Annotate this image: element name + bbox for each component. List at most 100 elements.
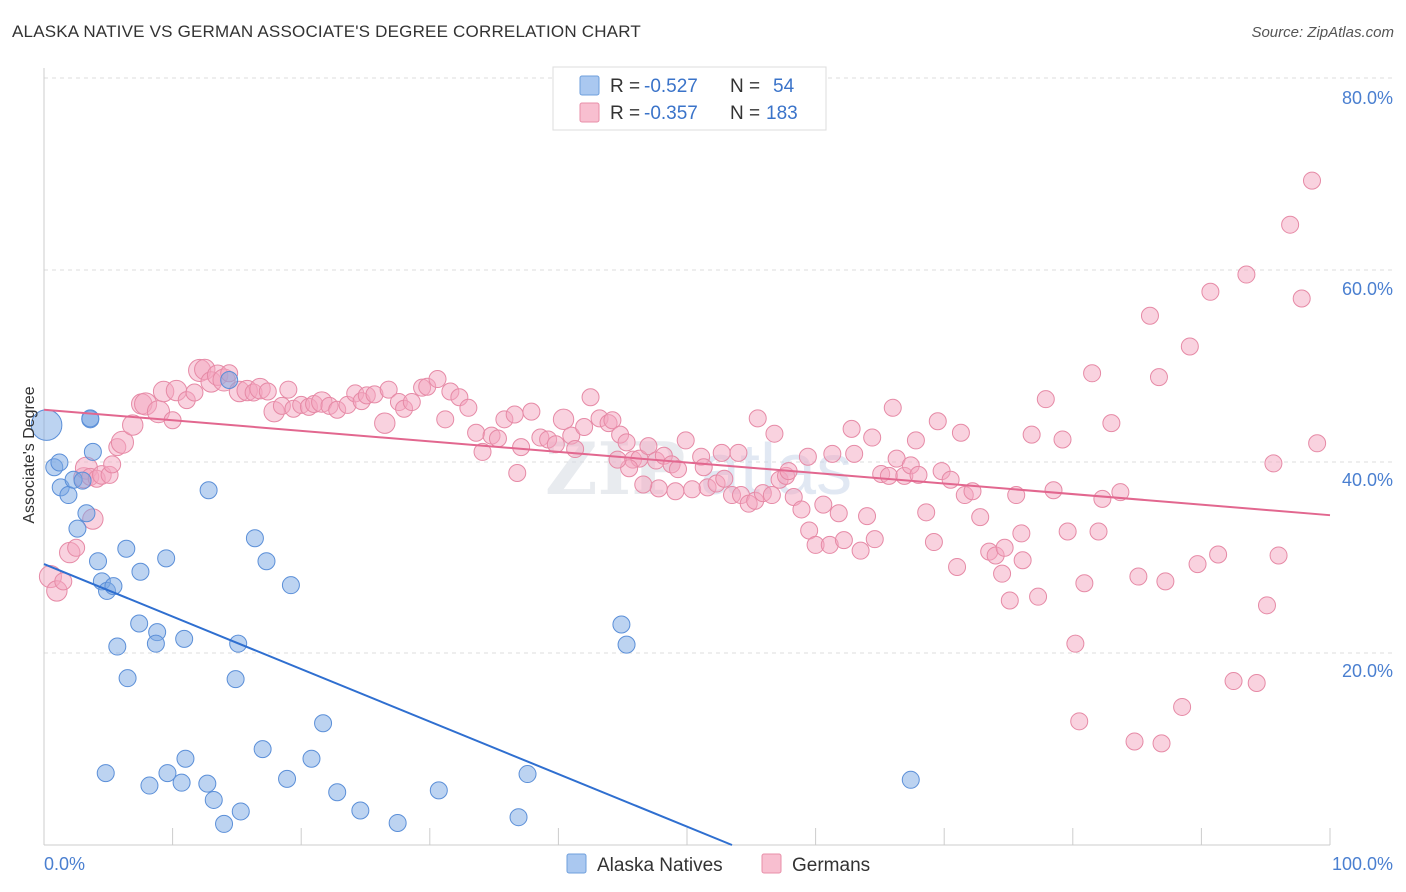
y-tick-label: 60.0%	[1342, 279, 1393, 299]
alaska-natives-point	[50, 453, 69, 472]
germans-point	[103, 455, 122, 474]
alaska-natives-point	[388, 813, 407, 832]
germans-point	[842, 419, 861, 438]
germans-point	[374, 412, 396, 434]
alaska-natives-point	[901, 770, 920, 789]
germans-point	[924, 533, 943, 552]
alaska-natives-point	[617, 635, 636, 654]
germans-point	[459, 398, 478, 417]
alaska-natives-point	[302, 749, 321, 768]
alaska-natives-point	[253, 740, 272, 759]
germans-point	[676, 431, 695, 450]
germans-point	[1188, 555, 1207, 574]
germans-point	[1149, 368, 1168, 387]
germans-point	[122, 414, 144, 436]
germans-point	[823, 444, 842, 463]
alaska-natives-point	[130, 614, 149, 633]
germans-point	[1000, 591, 1019, 610]
alaska-natives-point	[245, 529, 264, 548]
germans-point	[1257, 596, 1276, 615]
legend-n-value: 183	[766, 103, 798, 124]
germans-point	[1012, 524, 1031, 543]
germans-point	[1264, 454, 1283, 473]
germans-point	[473, 442, 492, 461]
alaska-natives-point	[89, 552, 108, 571]
germans-point	[995, 538, 1014, 557]
germans-point	[467, 423, 486, 442]
germans-point	[971, 508, 990, 527]
germans-point	[948, 557, 967, 576]
alaska-natives-point	[140, 776, 159, 795]
germans-point	[1129, 567, 1148, 586]
alaska-natives-point	[198, 774, 217, 793]
alaska-natives-trend-line	[43, 563, 733, 846]
germans-point	[863, 428, 882, 447]
germans-point	[729, 443, 748, 462]
germans-point	[1089, 522, 1108, 541]
alaska-natives-point	[176, 749, 195, 768]
germans-point	[834, 531, 853, 550]
germans-point	[1269, 546, 1288, 565]
alaska-natives-point	[157, 549, 176, 568]
x-tick-label: 100.0%	[1332, 854, 1393, 874]
germans-point	[928, 412, 947, 431]
y-tick-label: 80.0%	[1342, 88, 1393, 108]
alaska-natives-point	[429, 781, 448, 800]
alaska-natives-point	[131, 562, 150, 581]
germans-point	[792, 500, 811, 519]
germans-point	[1053, 430, 1072, 449]
germans-point	[748, 409, 767, 428]
germans-point	[1075, 574, 1094, 593]
germans-point	[829, 504, 848, 523]
alaska-natives-point	[215, 814, 234, 833]
germans-point	[1156, 572, 1175, 591]
germans-point	[258, 382, 277, 401]
germans-point	[522, 402, 541, 421]
germans-trend-line	[43, 408, 1331, 517]
germans-point	[941, 470, 960, 489]
legend-r-value: -0.357	[644, 103, 698, 124]
alaska-natives-point	[509, 808, 528, 827]
germans-point	[858, 507, 877, 526]
germans-point	[1029, 587, 1048, 606]
alaska-natives-point	[108, 637, 127, 656]
germans-point	[666, 482, 685, 501]
germans-point	[603, 411, 622, 430]
germans-point	[814, 495, 833, 514]
bottom-legend-label-germans: Germans	[792, 855, 870, 876]
germans-point	[851, 541, 870, 560]
germans-point	[634, 475, 653, 494]
germans-point	[1044, 481, 1063, 500]
legend-n-value: 54	[773, 76, 795, 97]
germans-point	[581, 388, 600, 407]
germans-point	[798, 447, 817, 466]
chart-title: ALASKA NATIVE VS GERMAN ASSOCIATE'S DEGR…	[12, 22, 641, 41]
germans-point	[909, 465, 928, 484]
germans-point	[715, 469, 734, 488]
alaska-natives-point	[518, 765, 537, 784]
alaska-natives-point	[175, 629, 194, 648]
germans-point	[883, 398, 902, 417]
germans-point	[639, 437, 658, 456]
germans-point	[402, 393, 421, 412]
germans-point	[1247, 673, 1266, 692]
alaska-natives-point	[281, 576, 300, 595]
germans-point	[617, 433, 636, 452]
legend-n-label: N =	[730, 103, 760, 124]
alaska-natives-point	[231, 802, 250, 821]
germans-point	[1111, 483, 1130, 502]
germans-point	[1224, 672, 1243, 691]
y-tick-label: 20.0%	[1342, 661, 1393, 681]
germans-point	[649, 479, 668, 498]
legend-swatch-germans	[579, 102, 600, 123]
alaska-natives-point	[612, 615, 631, 634]
alaska-natives-point	[328, 783, 347, 802]
bottom-legend-swatch-germans	[761, 853, 782, 874]
alaska-natives-point	[59, 486, 78, 505]
bottom-legend-label-alaska: Alaska Natives	[597, 855, 723, 876]
legend: R = -0.527 N = 54 R = -0.357 N = 183	[552, 66, 827, 131]
legend-n-label: N =	[730, 76, 760, 97]
germans-point	[694, 458, 713, 477]
germans-point	[1036, 390, 1055, 409]
